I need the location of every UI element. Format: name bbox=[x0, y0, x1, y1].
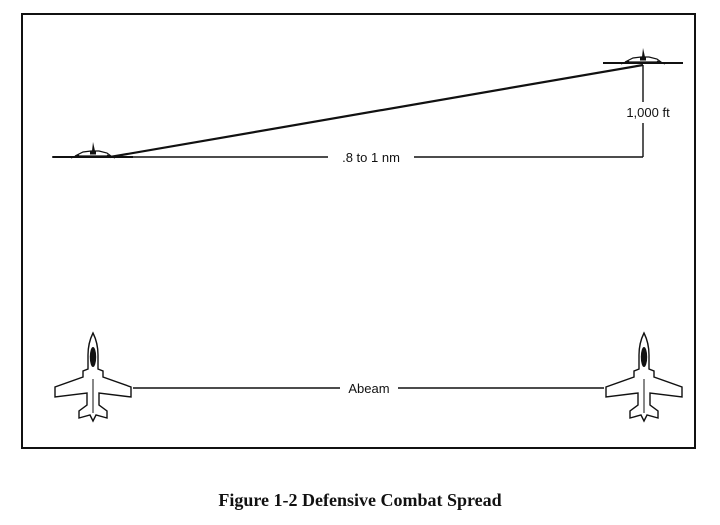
diagram-frame bbox=[21, 13, 696, 449]
jet-top-right-icon bbox=[605, 332, 683, 422]
defensive-spread-diagram: .8 to 1 nm 1,000 ft Abeam bbox=[51, 46, 685, 422]
slant-line bbox=[109, 63, 644, 159]
distance-label: .8 to 1 nm bbox=[342, 150, 400, 165]
altitude-label: 1,000 ft bbox=[626, 105, 670, 120]
jet-side-right-icon bbox=[601, 46, 685, 66]
abeam-label: Abeam bbox=[348, 381, 389, 396]
jet-top-left-icon bbox=[54, 332, 132, 422]
figure-caption: Figure 1-2 Defensive Combat Spread bbox=[218, 490, 502, 510]
